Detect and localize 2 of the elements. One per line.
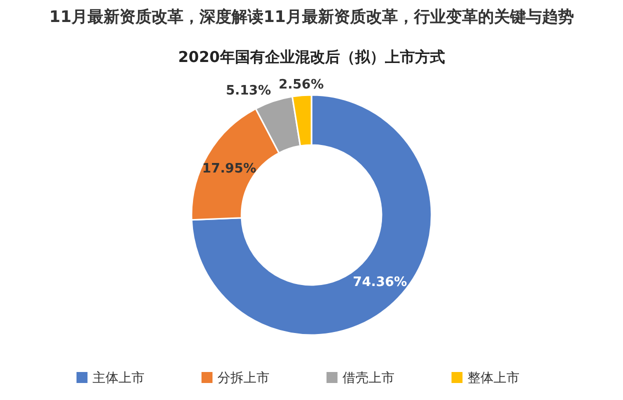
annotation: 11月最新资质改革，深度解读11月最新资质改革，行业变革的关键与趋势 (49, 7, 574, 26)
title: 2020年国有企业混改后（拟）上市方式 (178, 48, 445, 66)
